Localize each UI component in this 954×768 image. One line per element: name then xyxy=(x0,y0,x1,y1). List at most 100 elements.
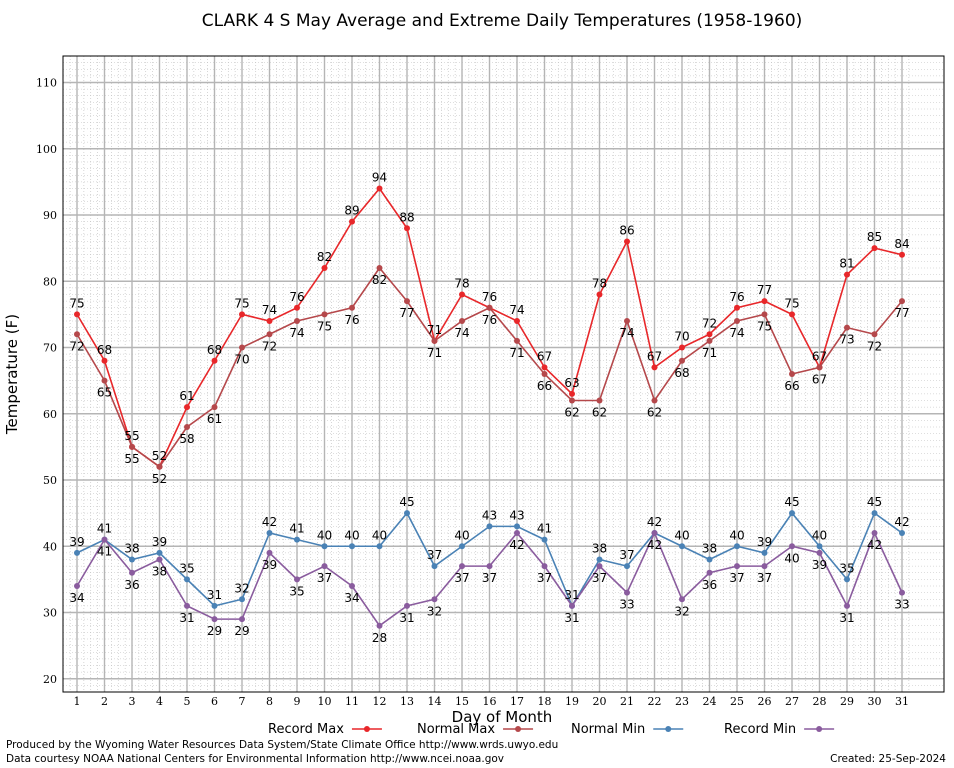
normal-min-data-label: 42 xyxy=(647,515,662,529)
record-max-data-label: 78 xyxy=(454,277,469,291)
record-max-point xyxy=(294,304,300,311)
normal-max-data-label: 71 xyxy=(702,346,717,360)
normal-min-point xyxy=(514,523,520,530)
x-tick-label: 28 xyxy=(813,695,827,708)
normal-max-data-label: 77 xyxy=(894,306,909,320)
legend-label-record-max: Record Max xyxy=(268,722,344,737)
legend-marker-record-min xyxy=(816,726,823,732)
normal-max-point xyxy=(349,304,355,311)
record-min-point xyxy=(376,622,383,629)
normal-max-data-label: 65 xyxy=(97,386,112,400)
record-min-point xyxy=(239,616,245,623)
record-min-data-label: 31 xyxy=(179,611,194,625)
record-max-point xyxy=(569,390,575,397)
normal-min-point xyxy=(871,510,878,517)
record-max-point xyxy=(899,251,905,258)
x-tick-label: 7 xyxy=(239,695,246,708)
record-max-data-label: 52 xyxy=(152,449,167,463)
normal-max-data-label: 77 xyxy=(399,306,414,320)
record-max-data-label: 76 xyxy=(482,290,497,304)
record-min-data-label: 37 xyxy=(317,571,332,585)
x-tick-label: 19 xyxy=(565,695,579,708)
normal-max-point xyxy=(156,463,163,470)
record-max-point xyxy=(541,364,548,371)
normal-min-data-label: 40 xyxy=(344,528,359,542)
record-max-data-label: 63 xyxy=(564,376,579,390)
y-axis: 20 30 40 50 60 70 80 90 100 110 xyxy=(36,77,57,686)
normal-max-point xyxy=(294,318,300,324)
legend-marker-normal-max xyxy=(515,726,522,732)
normal-min-point xyxy=(294,536,300,543)
normal-min-point xyxy=(156,549,163,556)
x-tick-label: 23 xyxy=(675,695,689,708)
record-max-data-label: 74 xyxy=(509,303,524,317)
record-min-point xyxy=(101,536,108,543)
normal-max-point xyxy=(129,443,135,450)
record-max-point xyxy=(706,331,713,338)
normal-max-point xyxy=(541,371,548,377)
normal-max-data-label: 58 xyxy=(179,432,194,446)
normal-max-point xyxy=(569,397,575,404)
x-tick-label: 14 xyxy=(428,695,442,708)
normal-max-data-label: 75 xyxy=(757,319,772,333)
legend-label-normal-min: Normal Min xyxy=(571,722,645,737)
normal-min-point xyxy=(239,596,245,603)
record-max-point xyxy=(74,311,80,318)
record-min-data-label: 32 xyxy=(427,604,442,618)
record-min-data-label: 29 xyxy=(234,624,249,638)
x-axis-label: Day of Month xyxy=(452,708,553,726)
x-tick-label: 11 xyxy=(345,695,359,708)
normal-max-point xyxy=(404,298,410,305)
record-min-point xyxy=(266,549,273,556)
record-min-data-label: 34 xyxy=(69,591,84,605)
record-max-data-label: 75 xyxy=(69,296,84,310)
legend-label-normal-max: Normal Max xyxy=(417,722,495,737)
normal-min-data-label: 31 xyxy=(564,588,579,602)
normal-max-point xyxy=(321,311,328,318)
normal-min-data-label: 40 xyxy=(812,528,827,542)
y-tick-label: 20 xyxy=(43,673,57,686)
normal-min-data-label: 32 xyxy=(234,581,249,595)
normal-min-data-label: 41 xyxy=(97,522,112,536)
record-min-data-label: 33 xyxy=(894,598,909,612)
legend-marker-normal-min xyxy=(665,726,672,732)
normal-max-data-label: 72 xyxy=(262,339,277,353)
normal-min-point xyxy=(844,576,850,583)
normal-min-data-label: 39 xyxy=(69,535,84,549)
record-max-point xyxy=(459,291,465,298)
normal-max-data-label: 71 xyxy=(427,346,442,360)
x-tick-label: 2 xyxy=(101,695,108,708)
normal-max-point xyxy=(184,424,190,430)
x-tick-label: 4 xyxy=(156,695,163,708)
record-min-point xyxy=(541,563,548,570)
normal-max-data-label: 74 xyxy=(454,326,469,340)
normal-min-point xyxy=(761,549,768,556)
record-min-data-label: 37 xyxy=(537,571,552,585)
normal-min-point xyxy=(376,543,383,550)
x-tick-label: 20 xyxy=(593,695,607,708)
normal-max-point xyxy=(871,331,878,338)
record-max-point xyxy=(624,238,630,245)
normal-max-point xyxy=(514,337,520,344)
record-min-point xyxy=(431,596,438,603)
record-min-data-label: 31 xyxy=(839,611,854,625)
normal-max-data-label: 74 xyxy=(729,326,744,340)
record-min-point xyxy=(871,530,878,536)
record-max-data-label: 68 xyxy=(97,343,112,357)
normal-max-point xyxy=(459,318,465,324)
normal-max-point xyxy=(376,265,383,271)
record-max-data-label: 94 xyxy=(372,171,387,185)
record-min-data-label: 37 xyxy=(729,571,744,585)
record-min-point xyxy=(184,602,190,609)
normal-max-point xyxy=(266,331,273,338)
x-tick-label: 18 xyxy=(538,695,552,708)
normal-max-data-label: 74 xyxy=(619,326,634,340)
normal-min-point xyxy=(74,549,80,556)
normal-max-data-label: 74 xyxy=(289,326,304,340)
record-min-data-label: 42 xyxy=(509,538,524,552)
normal-max-data-label: 68 xyxy=(674,366,689,380)
record-max-point xyxy=(871,245,878,252)
record-max-data-label: 74 xyxy=(262,303,277,317)
x-tick-label: 1 xyxy=(74,695,81,708)
record-max-point xyxy=(651,364,658,371)
